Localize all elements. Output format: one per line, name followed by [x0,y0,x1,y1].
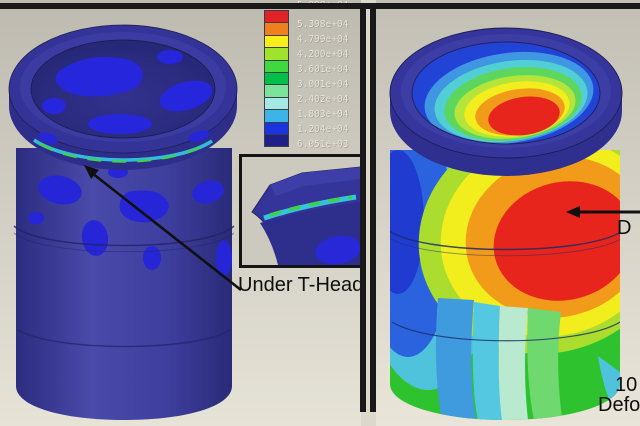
legend-color-swatch [264,109,289,123]
legend-color-swatch [264,22,289,36]
legend-value: 2.402e+04 [297,94,349,105]
legend-value: 4.799e+04 [297,34,349,45]
legend-color-swatch [264,121,289,135]
legend-value: 1.803e+04 [297,109,349,120]
legend-value: 1.204e+04 [297,124,349,135]
right-liner-model [389,27,623,420]
legend-value: 6.051e+03 [297,139,349,150]
legend-value: 5.398e+04 [297,19,349,30]
legend-value: 4.200e+04 [297,49,349,60]
legend-color-swatch [264,72,289,86]
legend-color-swatch [264,84,289,98]
legend-color-swatch [264,47,289,61]
legend-color-swatch [264,59,289,73]
legend-color-swatch [264,10,289,24]
detail-inset-render [251,166,361,265]
top-frame-border [0,3,640,9]
panel-divider-left-line [360,3,366,412]
deformation-scale-label-line1: 10 [615,374,638,396]
deformation-scale-label-line2: Defo [598,394,640,416]
legend-color-swatch [264,134,289,148]
detail-inset-box [239,154,364,268]
panel-divider-right-line [370,3,376,412]
legend-color-swatch [264,96,289,111]
distortion-label-fragment: D [617,217,632,239]
legend-value: 3.001e+04 [297,79,349,90]
legend-value: 3.601e+04 [297,64,349,75]
under-t-head-label: Under T-Head [238,274,364,296]
right-contour-panel [376,0,640,426]
legend-color-swatch [264,34,289,49]
